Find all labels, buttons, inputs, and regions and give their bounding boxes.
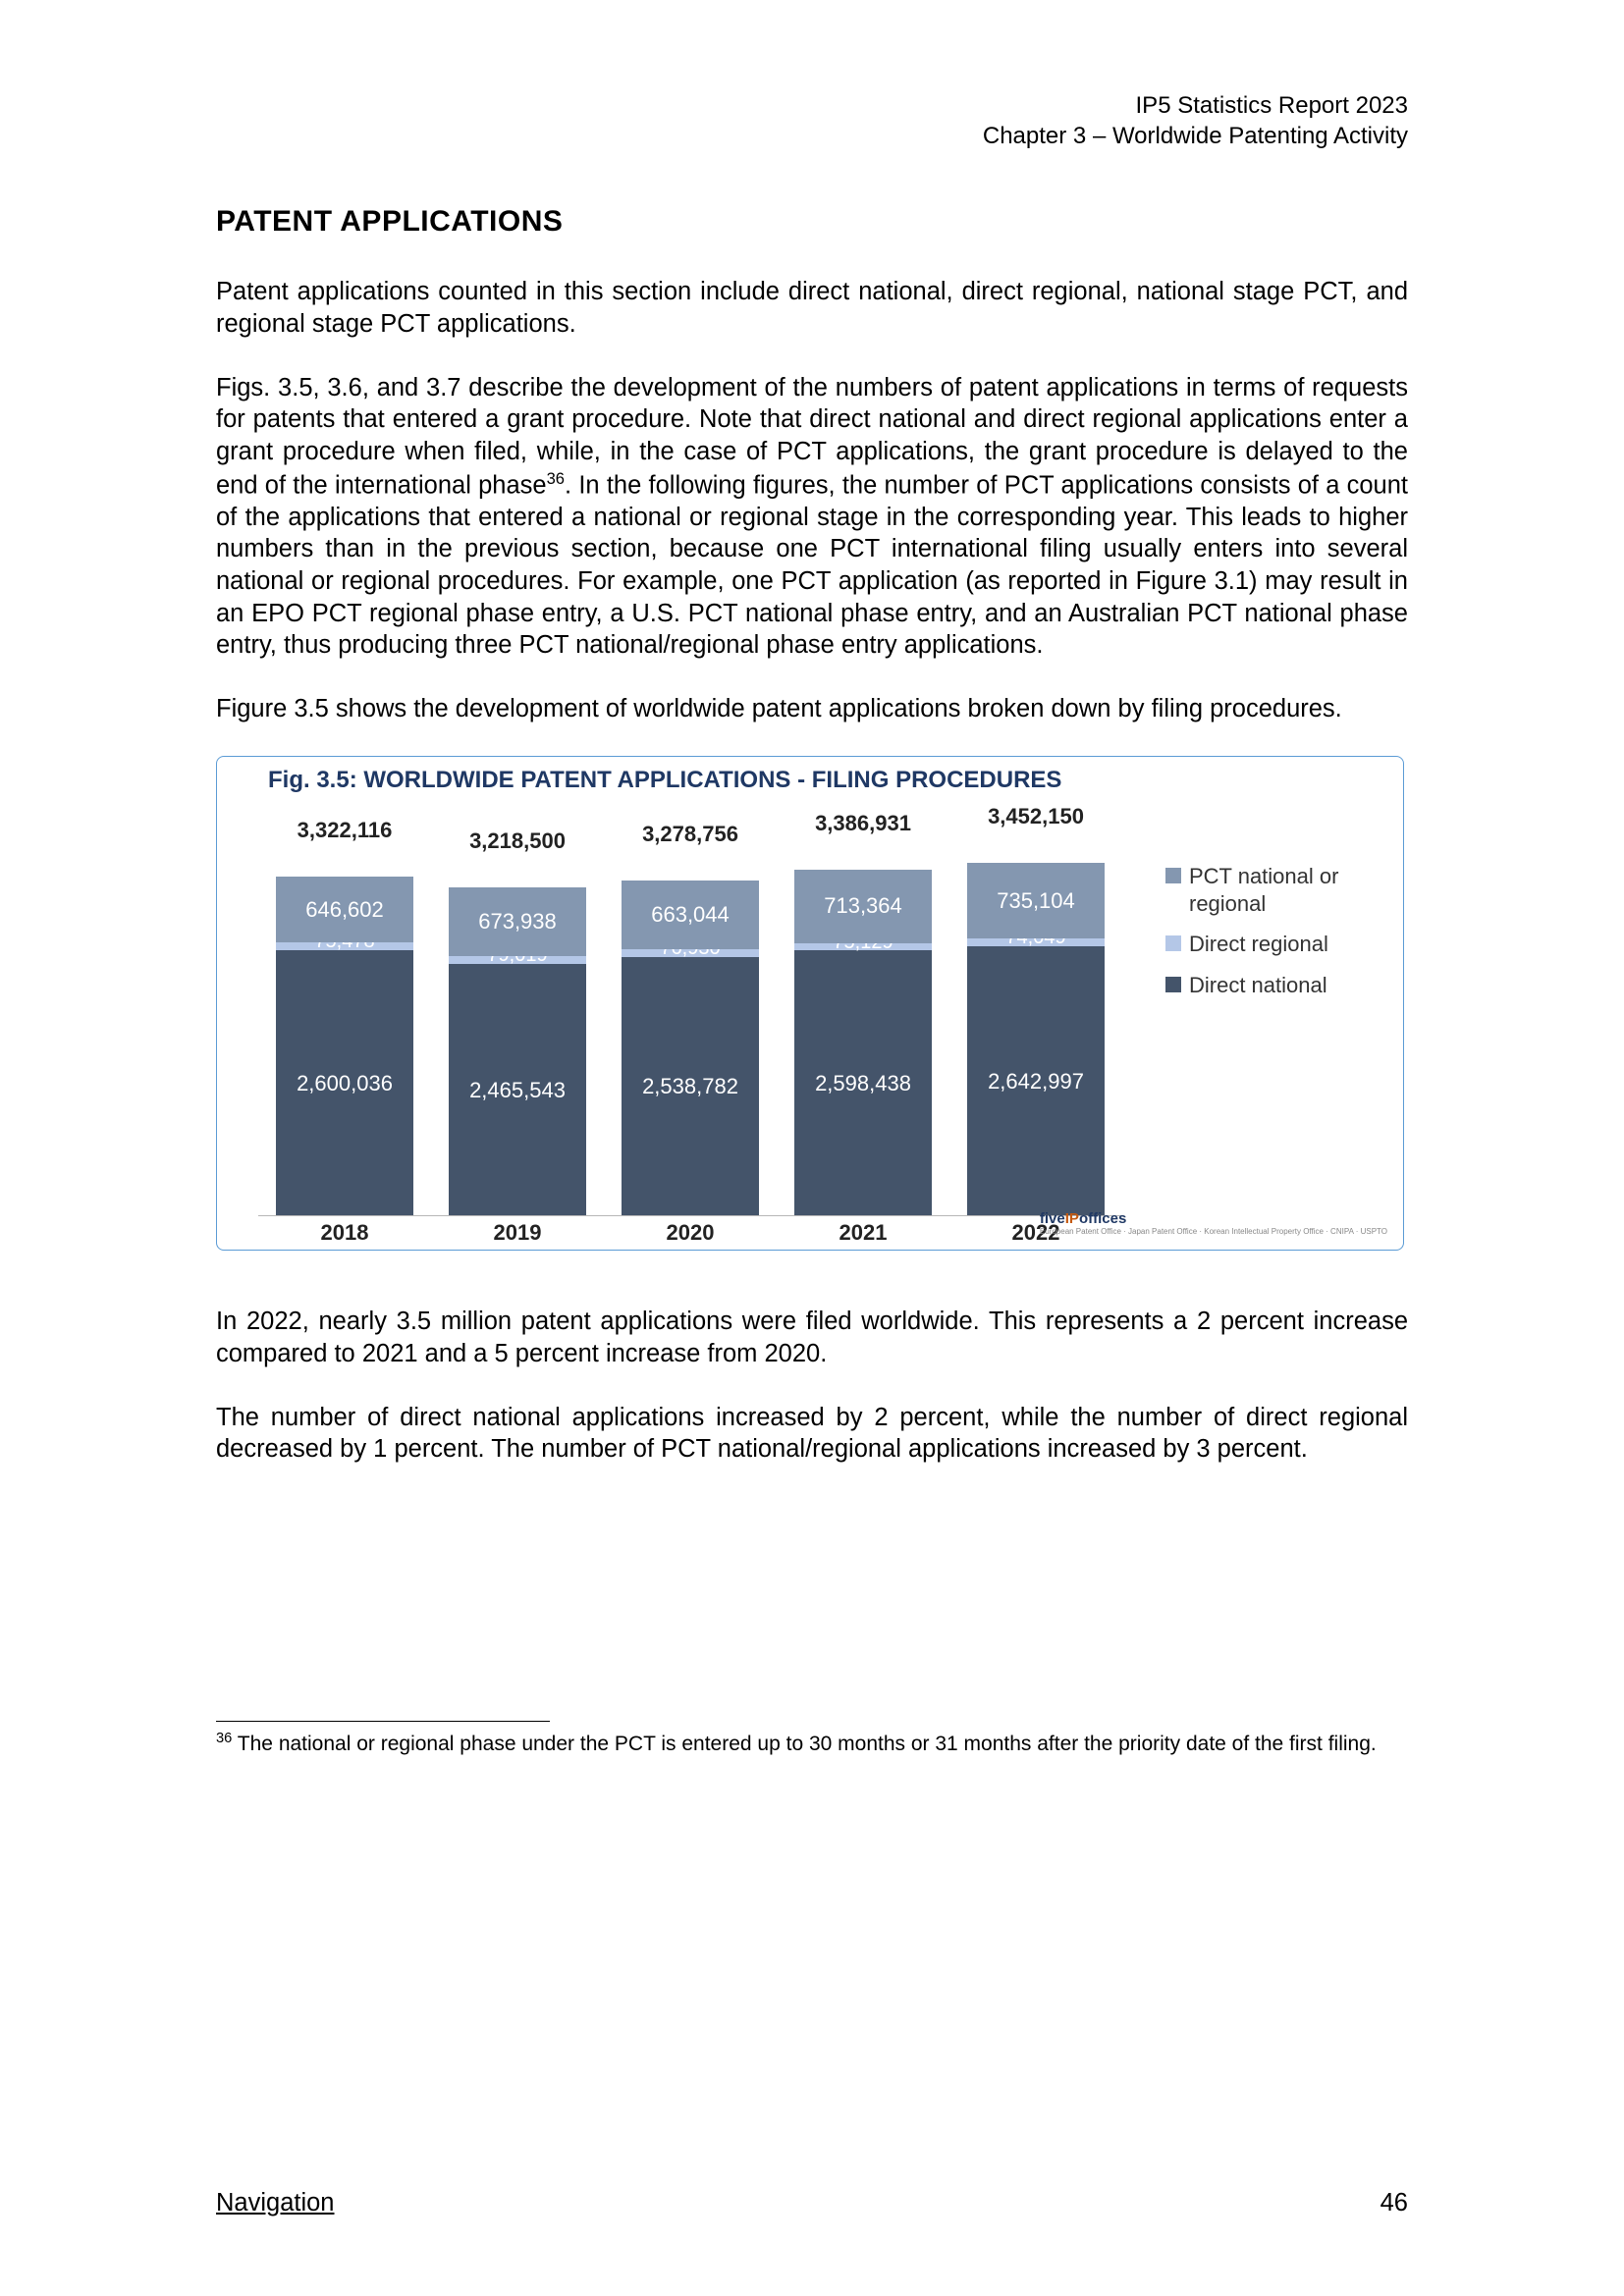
bar-group-2020: 2,538,782 76,930 663,044 — [622, 881, 759, 1216]
bar-total-label: 3,278,756 — [604, 822, 777, 847]
page-number: 46 — [1380, 2189, 1408, 2217]
page-footer: Navigation 46 — [216, 2189, 1408, 2217]
footnote-separator — [216, 1721, 550, 1722]
chart-plot-area: 2,600,036 75,478 646,602 3,322,116 2,465,543… — [258, 810, 1122, 1216]
legend-swatch — [1165, 935, 1181, 951]
x-axis-label: 2019 — [431, 1220, 604, 1246]
page-header: IP5 Statistics Report 2023 Chapter 3 – W… — [216, 90, 1408, 151]
bar-segment: 75,129 — [794, 943, 932, 951]
legend-item: Direct regional — [1165, 931, 1381, 958]
bar-total-label: 3,386,931 — [777, 811, 949, 836]
chart-title: Fig. 3.5: WORLDWIDE PATENT APPLICATIONS … — [268, 767, 1061, 794]
header-line-2: Chapter 3 – Worldwide Patenting Activity — [216, 121, 1408, 151]
legend-label: Direct national — [1189, 972, 1327, 999]
brand-post: offices — [1079, 1210, 1126, 1227]
footnote-36: 36 The national or regional phase under … — [216, 1730, 1408, 1757]
legend-label: PCT national or regional — [1189, 863, 1381, 917]
paragraph-4: In 2022, nearly 3.5 million patent appli… — [216, 1306, 1408, 1369]
bar-segment: 2,642,997 — [967, 946, 1105, 1217]
bar-value-label: 2,598,438 — [815, 1071, 911, 1096]
bar-segment: 673,938 — [449, 887, 586, 956]
bar-value-label: 2,642,997 — [988, 1069, 1084, 1095]
paragraph-2: Figs. 3.5, 3.6, and 3.7 describe the dev… — [216, 372, 1408, 662]
brand-subtext: European Patent Office · Japan Patent Of… — [1040, 1228, 1387, 1237]
bar-value-label: 663,044 — [651, 902, 730, 928]
header-line-1: IP5 Statistics Report 2023 — [216, 90, 1408, 121]
x-axis-label: 2018 — [258, 1220, 431, 1246]
bar-group-2019: 2,465,543 79,019 673,938 — [449, 887, 586, 1217]
bar-segment: 2,465,543 — [449, 964, 586, 1216]
brand-pre: five — [1040, 1210, 1065, 1227]
section-title: PATENT APPLICATIONS — [216, 205, 1408, 239]
bar-value-label: 2,465,543 — [469, 1078, 566, 1103]
paragraph-3: Figure 3.5 shows the development of worl… — [216, 693, 1408, 725]
bar-group-2021: 2,598,438 75,129 713,364 — [794, 870, 932, 1216]
legend-swatch — [1165, 977, 1181, 992]
bar-group-2018: 2,600,036 75,478 646,602 — [276, 877, 413, 1216]
bar-segment: 735,104 — [967, 863, 1105, 938]
bar-segment: 2,600,036 — [276, 950, 413, 1216]
footnote-marker: 36 — [216, 1731, 232, 1746]
bar-value-label: 646,602 — [305, 897, 384, 923]
document-page: IP5 Statistics Report 2023 Chapter 3 – W… — [0, 0, 1624, 2296]
brand-logo: fiveIPoffices European Patent Office · J… — [1040, 1211, 1387, 1237]
bar-value-label: 713,364 — [824, 893, 902, 919]
bar-segment: 76,930 — [622, 949, 759, 957]
navigation-link[interactable]: Navigation — [216, 2189, 335, 2217]
footnote-ref-36: 36 — [547, 469, 565, 488]
chart-x-axis: 20182019202020212022 — [258, 1215, 1122, 1244]
bar-segment: 74,049 — [967, 938, 1105, 946]
bar-total-label: 3,452,150 — [949, 804, 1122, 829]
footnote-text: The national or regional phase under the… — [232, 1733, 1376, 1755]
bar-segment: 713,364 — [794, 870, 932, 942]
bar-value-label: 735,104 — [997, 888, 1075, 914]
figure-3-5-chart: Fig. 3.5: WORLDWIDE PATENT APPLICATIONS … — [216, 756, 1404, 1251]
bar-total-label: 3,322,116 — [258, 818, 431, 843]
paragraph-5: The number of direct national applicatio… — [216, 1402, 1408, 1466]
bar-segment: 2,538,782 — [622, 957, 759, 1217]
bar-value-label: 2,600,036 — [297, 1071, 393, 1096]
legend-label: Direct regional — [1189, 931, 1328, 958]
bar-segment: 646,602 — [276, 877, 413, 942]
brand-mid: IP — [1065, 1210, 1079, 1227]
chart-legend: PCT national or regional Direct regional D… — [1165, 863, 1381, 1012]
paragraph-2b: . In the following figures, the number o… — [216, 471, 1408, 659]
bar-total-label: 3,218,500 — [431, 828, 604, 854]
legend-item: PCT national or regional — [1165, 863, 1381, 917]
bar-value-label: 2,538,782 — [642, 1074, 738, 1099]
x-axis-label: 2021 — [777, 1220, 949, 1246]
bar-segment: 79,019 — [449, 956, 586, 964]
x-axis-label: 2020 — [604, 1220, 777, 1246]
bar-segment: 2,598,438 — [794, 950, 932, 1216]
paragraph-1: Patent applications counted in this sect… — [216, 276, 1408, 340]
bar-group-2022: 2,642,997 74,049 735,104 — [967, 863, 1105, 1216]
legend-item: Direct national — [1165, 972, 1381, 999]
legend-swatch — [1165, 868, 1181, 883]
bar-segment: 75,478 — [276, 942, 413, 950]
bar-segment: 663,044 — [622, 881, 759, 948]
bar-value-label: 673,938 — [478, 909, 557, 934]
